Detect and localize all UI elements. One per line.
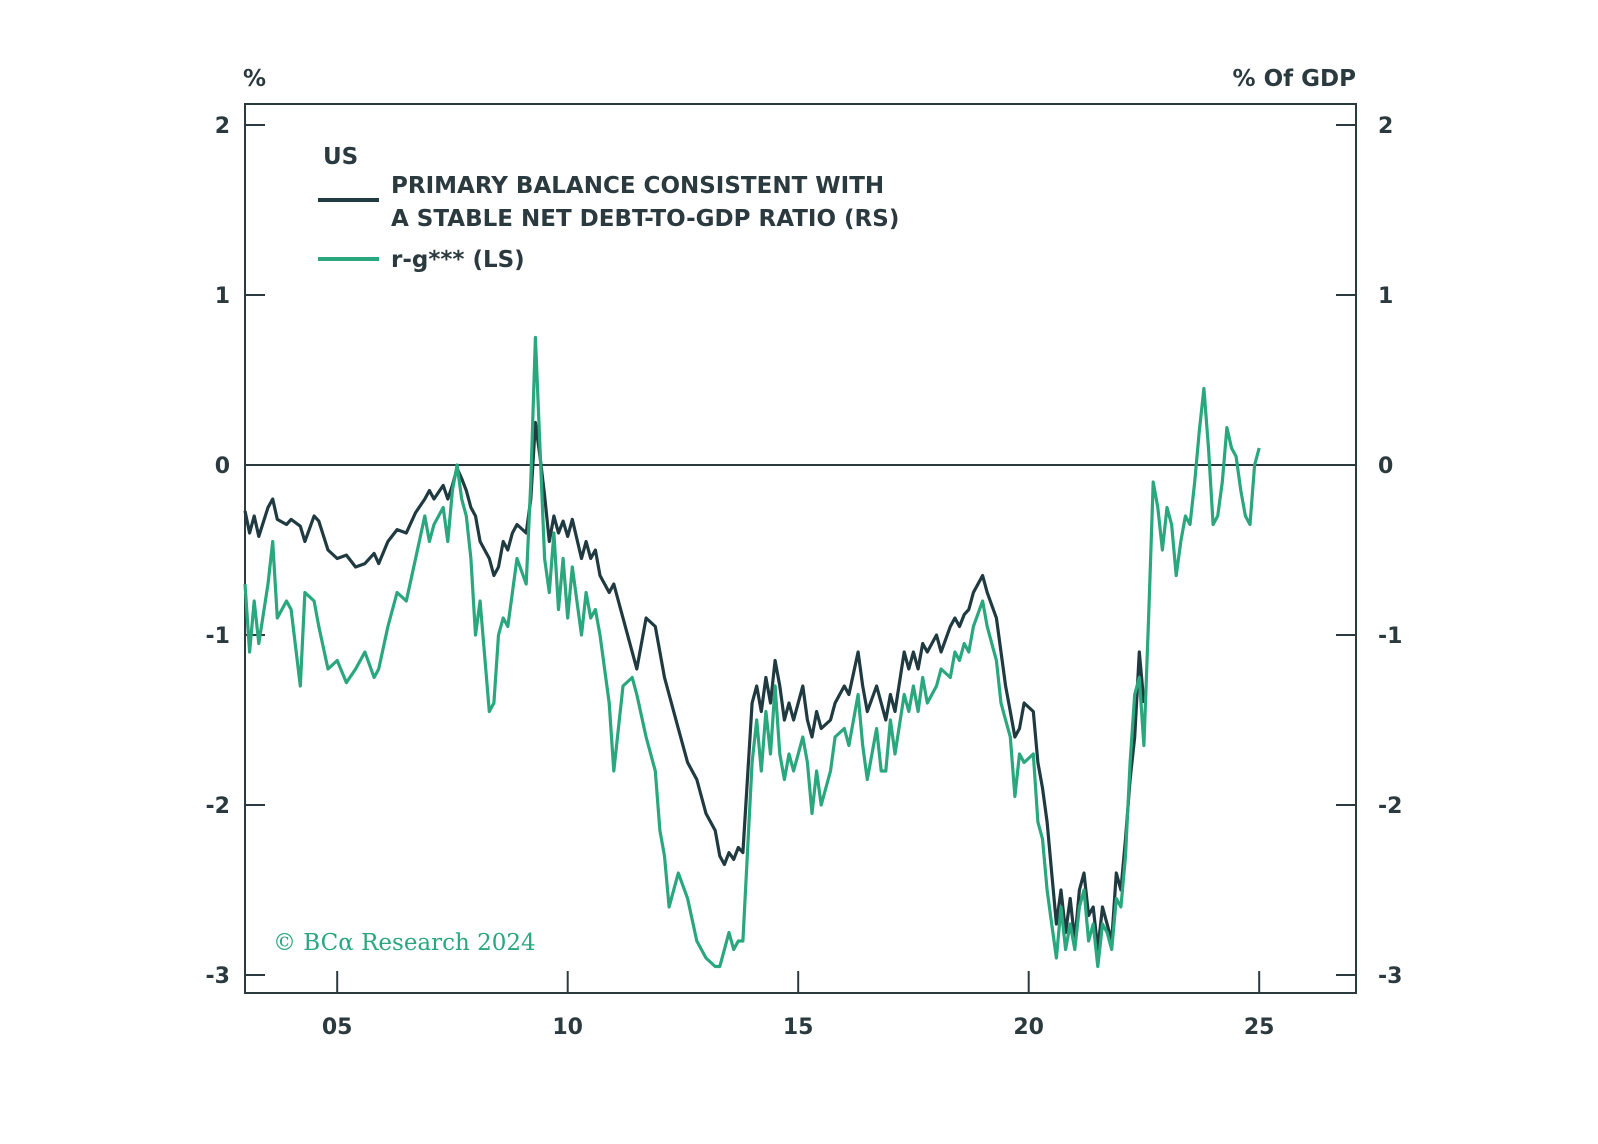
right-y-axis: -3 -2 -1 0 1 2 bbox=[1336, 114, 1402, 989]
left-y-axis: -3 -2 -1 0 1 2 bbox=[206, 114, 265, 989]
right-y-tick-label: -2 bbox=[1378, 794, 1402, 819]
series bbox=[243, 335, 1261, 969]
x-tick-label: 20 bbox=[1013, 1015, 1044, 1040]
plot-frame bbox=[244, 103, 1357, 994]
legend-label-primary-balance-line1: PRIMARY BALANCE CONSISTENT WITH bbox=[391, 173, 884, 199]
panel-title: US bbox=[323, 144, 358, 170]
left-y-tick-label: 2 bbox=[215, 114, 230, 139]
copyright-text: © BCα Research 2024 bbox=[273, 930, 536, 956]
right-y-tick-label: -1 bbox=[1378, 624, 1402, 649]
x-tick-label: 25 bbox=[1244, 1015, 1275, 1040]
legend-label-r-g: r-g*** (LS) bbox=[391, 247, 525, 273]
left-y-tick-label: 0 bbox=[215, 454, 230, 479]
right-y-tick-label: 1 bbox=[1378, 284, 1393, 309]
series-line-r-g bbox=[243, 335, 1261, 969]
left-axis-label: % bbox=[243, 66, 266, 92]
right-axis-label: % Of GDP bbox=[1233, 66, 1356, 92]
legend-label-primary-balance-line2: A STABLE NET DEBT-TO-GDP RATIO (RS) bbox=[391, 206, 899, 232]
left-y-tick-label: -1 bbox=[206, 624, 230, 649]
x-tick-label: 05 bbox=[322, 1015, 353, 1040]
x-axis: 05 10 15 20 25 bbox=[322, 971, 1275, 1040]
left-y-tick-label: 1 bbox=[215, 284, 230, 309]
right-y-tick-label: 2 bbox=[1378, 114, 1393, 139]
x-tick-label: 15 bbox=[783, 1015, 814, 1040]
series-line-primary-balance bbox=[243, 420, 1146, 952]
legend: US PRIMARY BALANCE CONSISTENT WITH A STA… bbox=[318, 144, 899, 273]
x-tick-label: 10 bbox=[552, 1015, 583, 1040]
left-y-tick-label: -3 bbox=[206, 964, 230, 989]
left-y-tick-label: -2 bbox=[206, 794, 230, 819]
right-y-tick-label: -3 bbox=[1378, 964, 1402, 989]
right-y-tick-label: 0 bbox=[1378, 454, 1393, 479]
